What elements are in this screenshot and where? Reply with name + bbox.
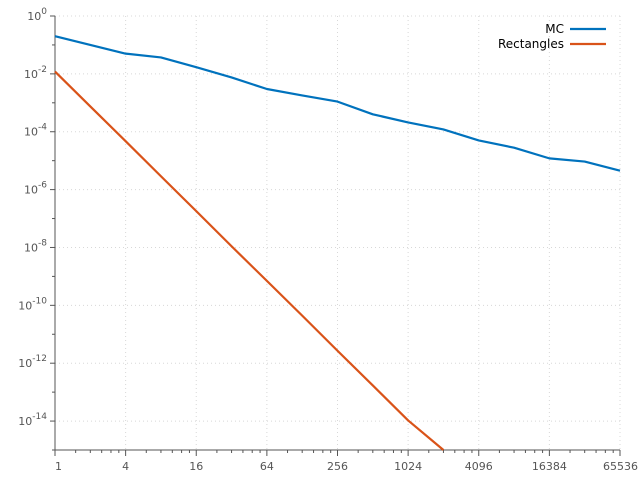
y-tick-exponent: -10: [32, 296, 47, 306]
y-tick-base: 10: [18, 415, 32, 428]
legend-label: MC: [545, 22, 564, 36]
y-tick-base: 10: [18, 299, 32, 312]
axes: [50, 15, 621, 456]
y-tick-base: 10: [18, 357, 32, 370]
x-tick-label: 4: [122, 460, 129, 473]
x-tick-label: 256: [327, 460, 348, 473]
y-tick-label: 10-8: [24, 238, 47, 254]
y-tick-label: 10-10: [18, 296, 47, 312]
y-tick-label: 10-12: [18, 354, 47, 370]
series-line-rectangles: [54, 70, 445, 451]
x-tick-label: 16384: [532, 460, 567, 473]
legend-label: Rectangles: [498, 37, 564, 51]
x-tick-label: 1024: [394, 460, 422, 473]
series-line-mc: [54, 35, 621, 172]
y-tick-exponent: -2: [38, 65, 47, 75]
y-tick-exponent: -12: [32, 354, 47, 364]
y-tick-label: 10-14: [18, 412, 47, 428]
grid-lines: [54, 15, 621, 450]
y-tick-label: 10-4: [24, 123, 47, 139]
y-tick-base: 10: [24, 241, 38, 254]
y-tick-exponent: -8: [38, 238, 47, 248]
x-tick-labels: 1 4 16 64 256 1024 4096 16384 65536: [55, 460, 638, 473]
x-tick-label: 65536: [603, 460, 638, 473]
y-tick-exponent: -4: [38, 123, 47, 133]
y-tick-base: 10: [24, 68, 38, 81]
y-tick-exponent: -6: [38, 181, 47, 191]
x-tick-label: 1: [55, 460, 62, 473]
y-tick-label: 10-2: [24, 65, 47, 81]
y-tick-label: 10-6: [24, 181, 47, 197]
x-tick-label: 64: [260, 460, 274, 473]
series-lines: [54, 35, 621, 451]
y-tick-label: 100: [27, 7, 47, 23]
x-tick-label: 16: [189, 460, 203, 473]
y-tick-exponent: 0: [41, 7, 47, 17]
y-tick-base: 10: [24, 126, 38, 139]
x-tick-label: 4096: [465, 460, 493, 473]
y-tick-base: 10: [24, 184, 38, 197]
y-tick-base: 10: [27, 10, 41, 23]
y-tick-exponent: -14: [32, 412, 47, 422]
